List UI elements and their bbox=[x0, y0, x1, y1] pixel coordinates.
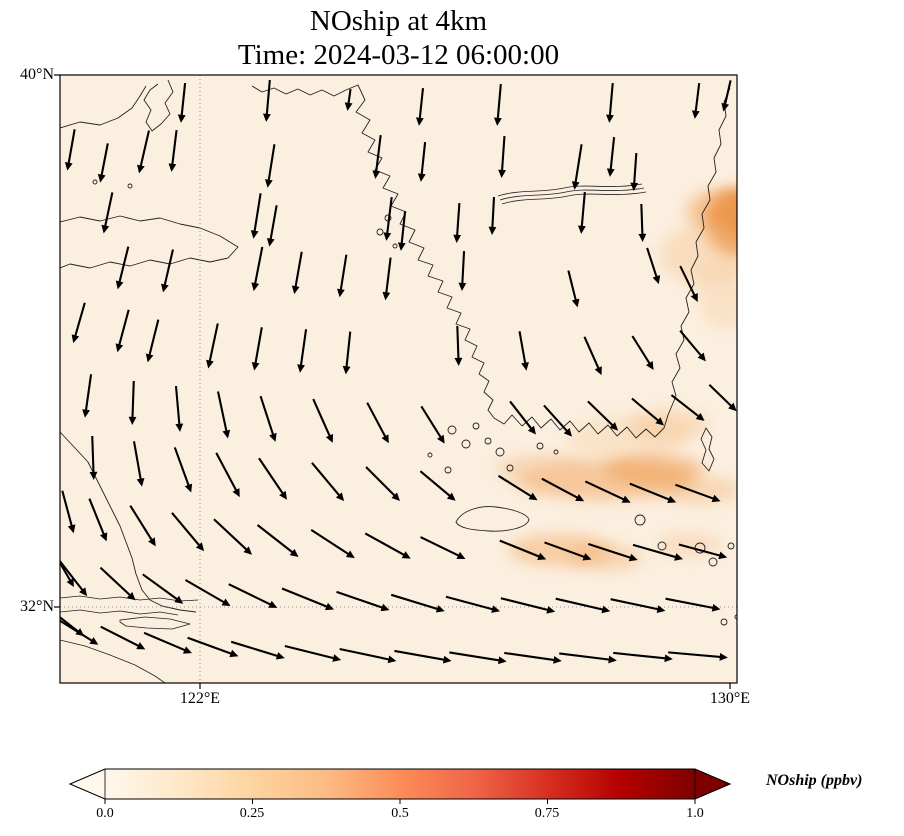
wind-quiver-arrows bbox=[60, 79, 737, 665]
cbar-tick-075: 0.75 bbox=[534, 806, 560, 821]
cbar-tick-05: 0.5 bbox=[391, 806, 409, 821]
coastline-korea-south bbox=[493, 414, 669, 439]
colorbar-label: NOship (ppbv) bbox=[766, 772, 863, 789]
coastline-shandong bbox=[60, 215, 239, 269]
cbar-tick-0: 0.0 bbox=[96, 806, 114, 821]
coastline-korea-east bbox=[667, 87, 731, 416]
cbar-tick-025: 0.25 bbox=[239, 806, 265, 821]
small-islands bbox=[376, 214, 737, 626]
coastline-jiangsu bbox=[60, 431, 197, 613]
xtick-122e: 122°E bbox=[179, 690, 221, 707]
coastline-korea-west bbox=[251, 84, 495, 419]
plot-subtitle-time: Time: 2024-03-12 06:00:00 bbox=[237, 39, 560, 71]
coastline-liaodong bbox=[143, 79, 174, 132]
colorbar bbox=[68, 768, 732, 804]
gridlines bbox=[60, 75, 737, 683]
colorbar-ticks bbox=[104, 799, 696, 804]
map-background bbox=[60, 75, 737, 683]
river-han bbox=[497, 183, 647, 205]
colorbar-bar bbox=[68, 768, 732, 800]
island-jeju bbox=[455, 506, 530, 532]
axis-ticks bbox=[54, 74, 731, 689]
axes-frame bbox=[59, 74, 738, 684]
island-tsushima bbox=[700, 427, 715, 472]
ytick-32n: 32°N bbox=[20, 598, 54, 615]
coastline-bohai bbox=[60, 85, 147, 129]
cbar-tick-1: 1.0 bbox=[686, 806, 704, 821]
plot-title: NOship at 4km bbox=[309, 5, 488, 37]
ytick-40n: 40°N bbox=[20, 66, 54, 83]
xtick-130e: 130°E bbox=[709, 690, 751, 707]
